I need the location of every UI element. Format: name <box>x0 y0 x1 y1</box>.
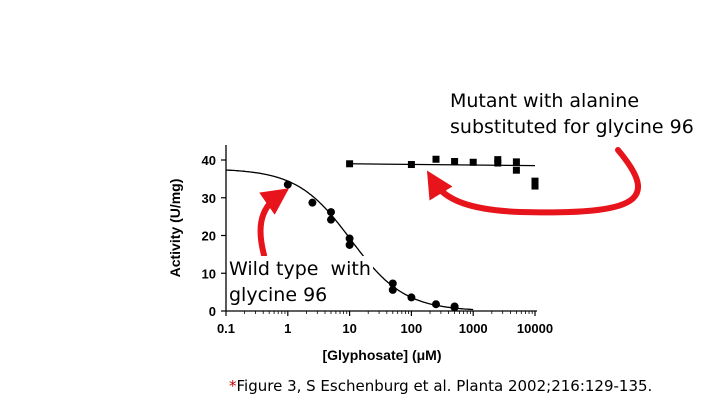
mutant-point <box>432 155 440 163</box>
mutant-point <box>531 182 539 190</box>
wild-type-point <box>407 293 416 302</box>
wild-type-point <box>450 303 459 312</box>
x-tick-label: 10 <box>342 321 356 336</box>
wild-type-point <box>388 285 397 294</box>
wild-type-point <box>326 215 335 224</box>
y-tick-label: 20 <box>202 229 216 244</box>
y-axis-title: Activity (U/mg) <box>167 179 183 278</box>
mutant-annotation-line-1: Mutant with alanine <box>450 90 640 112</box>
wild-type-annotation: Wild type with glycine 96 <box>229 256 373 308</box>
y-tick-label: 0 <box>209 304 216 319</box>
wild-type-point <box>345 234 354 243</box>
wild-type-annotation-line-2: glycine 96 <box>229 284 328 306</box>
wild-type-point <box>431 300 440 309</box>
ticks: 0.1 1 10 100 1000 10000 0 10 20 30 40 <box>202 153 554 336</box>
wild-type-annotation-line-1: Wild type with <box>229 258 371 280</box>
mutant-point <box>407 161 415 169</box>
x-tick-label: 0.1 <box>217 321 235 336</box>
mutant-point <box>512 166 520 174</box>
y-tick-label: 30 <box>202 191 216 206</box>
mutant-fit-line <box>349 163 536 167</box>
y-tick-label: 10 <box>202 266 216 281</box>
figure-citation: *Figure 3, S Eschenburg et al. Planta 20… <box>229 377 652 395</box>
x-axis-title: [Glyphosate] (μM) <box>322 347 441 363</box>
wild-type-point <box>283 180 292 189</box>
mutant-point <box>494 159 502 167</box>
wild-type-point <box>345 240 354 249</box>
mutant-point <box>451 158 459 166</box>
citation-text: Figure 3, S Eschenburg et al. Planta 200… <box>236 377 653 395</box>
mutant-point <box>512 158 520 166</box>
citation-star: * <box>229 377 237 395</box>
wild-type-point <box>388 279 397 288</box>
y-tick-label: 40 <box>202 153 216 168</box>
mutant-point <box>346 160 354 168</box>
mutant-point <box>469 158 477 166</box>
x-tick-label: 1000 <box>459 321 488 336</box>
wild-type-point <box>308 198 317 207</box>
x-tick-label: 100 <box>401 321 423 336</box>
x-tick-label: 1 <box>284 321 291 336</box>
mutant-annotation-line-2: substituted for glycine 96 <box>450 116 694 138</box>
wild-type-point <box>326 208 335 217</box>
x-tick-label: 10000 <box>517 321 553 336</box>
mutant-annotation: Mutant with alanine substituted for glyc… <box>450 88 694 140</box>
